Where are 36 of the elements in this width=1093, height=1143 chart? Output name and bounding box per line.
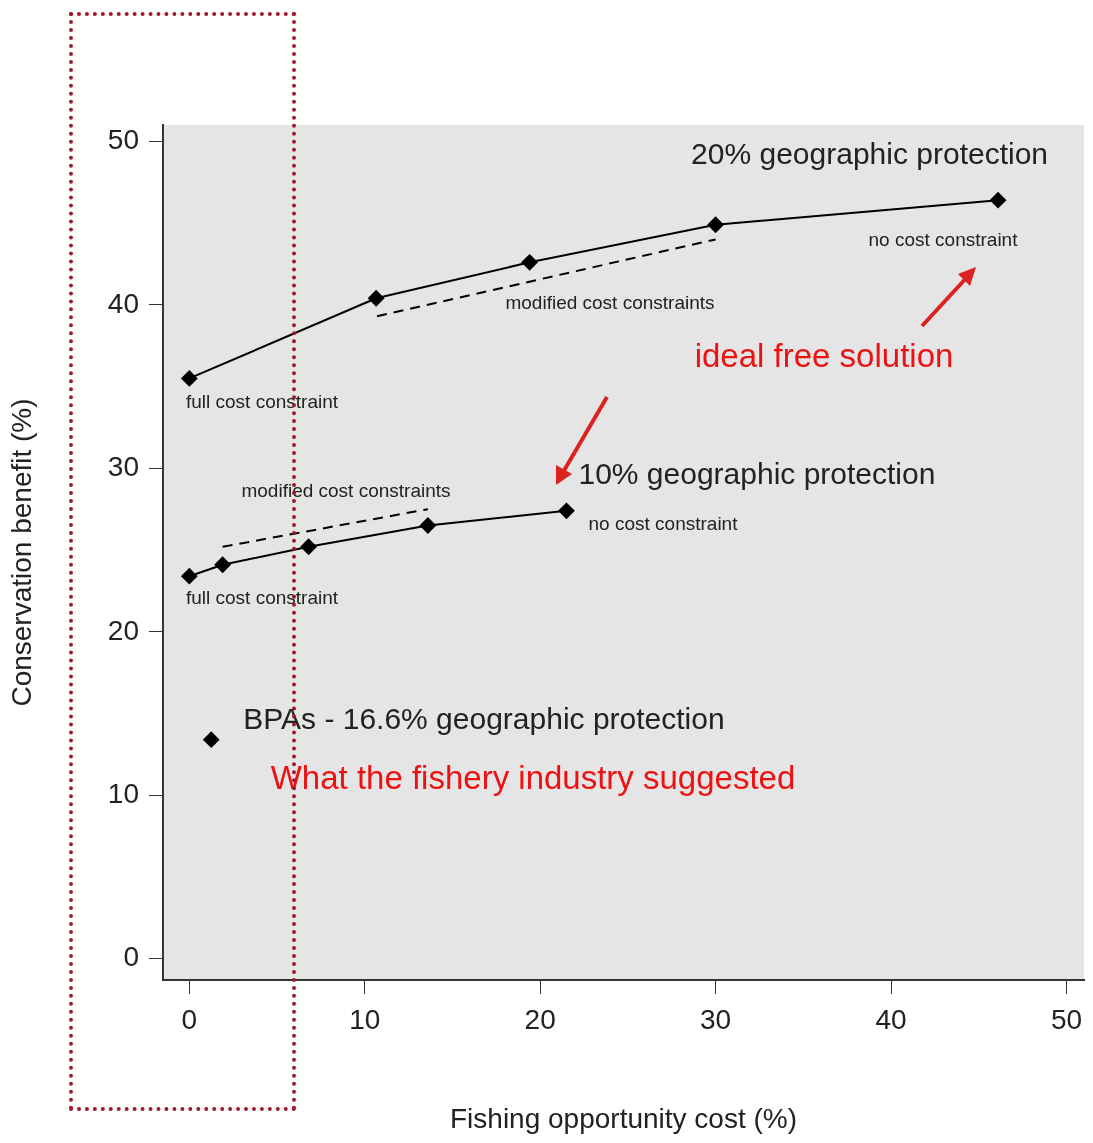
y-tick-label: 10: [107, 777, 139, 809]
point: [419, 517, 436, 534]
point: [181, 370, 198, 387]
x-tick-label: 30: [700, 1003, 732, 1035]
y-axis-title: Conservation benefit (%): [5, 398, 37, 707]
point: [707, 216, 724, 233]
point: [368, 290, 385, 307]
x-tick-label: 0: [181, 1003, 198, 1035]
point: [300, 538, 317, 555]
annotation: full cost constraint: [185, 391, 339, 413]
y-tick-label: 30: [107, 451, 139, 483]
x-axis-title: Fishing opportunity cost (%): [449, 1102, 798, 1134]
annotation: no cost constraint: [588, 513, 739, 535]
point: [521, 254, 538, 271]
y-tick-label: 20: [107, 614, 139, 646]
annotation: modified cost constraints: [241, 480, 451, 502]
annotation: no cost constraint: [868, 229, 1019, 251]
series-label: BPAs - 16.6% geographic protection: [243, 701, 725, 735]
y-tick-label: 40: [107, 287, 139, 319]
x-tick-label: 50: [1050, 1003, 1083, 1035]
y-tick-label: 0: [123, 941, 139, 973]
annotation: What the fishery industry suggested: [270, 759, 796, 797]
y-tick-label: 50: [107, 124, 139, 156]
point: [181, 568, 198, 585]
series-label: 10% geographic protection: [578, 457, 936, 491]
annotation: full cost constraint: [185, 587, 339, 609]
point: [214, 556, 231, 573]
point: [203, 731, 220, 748]
x-tick-label: 20: [524, 1003, 556, 1035]
annotation: modified cost constraints: [505, 292, 715, 314]
point: [558, 502, 575, 519]
series-label: 20% geographic protection: [691, 137, 1049, 171]
x-tick-label: 40: [875, 1003, 907, 1035]
point: [990, 192, 1007, 209]
annotation: ideal free solution: [694, 337, 954, 375]
x-tick-label: 10: [349, 1003, 381, 1035]
